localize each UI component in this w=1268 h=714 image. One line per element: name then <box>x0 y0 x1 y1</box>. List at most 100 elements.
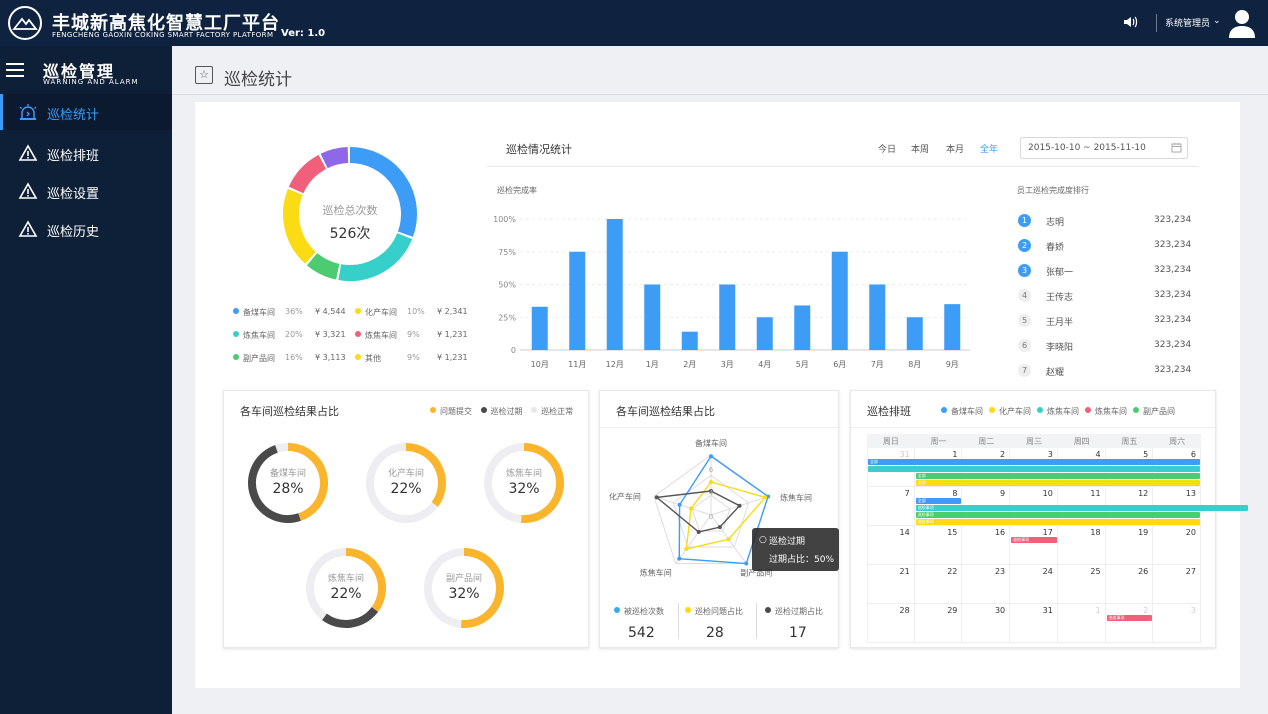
bar[interactable] <box>944 304 961 350</box>
schedule-title: 巡检排班 <box>867 405 911 418</box>
filter-today[interactable]: 今日 <box>878 145 897 155</box>
avatar[interactable] <box>1228 8 1256 41</box>
radar-series[interactable] <box>678 455 769 565</box>
ring-segment-problem[interactable] <box>460 548 504 628</box>
weekday-label: 周四 <box>1073 437 1090 446</box>
calendar-cell[interactable]: 14 <box>867 526 915 565</box>
calendar-cell[interactable]: 6 <box>1153 448 1201 487</box>
ring-segment-expired[interactable] <box>322 606 379 628</box>
schedule-event[interactable]: 巡检事项 <box>1106 615 1153 621</box>
donut-segment[interactable] <box>320 147 349 169</box>
radar-point[interactable] <box>677 502 682 507</box>
calendar-cell[interactable]: 31 <box>1010 604 1058 643</box>
filter-year[interactable]: 全年 <box>980 145 999 155</box>
schedule-event[interactable]: 巡检事项 <box>915 519 1200 525</box>
donut-segment[interactable] <box>283 188 317 264</box>
donut-segment[interactable] <box>349 147 417 237</box>
radar-axis-label: 副产品间 <box>740 568 772 578</box>
radar-point[interactable] <box>717 525 722 530</box>
radar-series[interactable] <box>655 490 741 533</box>
bar[interactable] <box>831 251 848 350</box>
calendar-cell[interactable]: 2 <box>1105 604 1154 643</box>
radar-series[interactable] <box>685 481 767 550</box>
bar[interactable] <box>906 317 923 350</box>
ring-segment-problem[interactable] <box>287 443 328 521</box>
calendar-cell[interactable]: 17 <box>1010 526 1058 565</box>
radar-point[interactable] <box>689 506 694 511</box>
calendar-cell[interactable]: 19 <box>1105 526 1154 565</box>
date-range-input[interactable]: 2015-10-10 ~ 2015-11-10 <box>1020 137 1188 159</box>
weekday-label: 周一 <box>930 437 947 446</box>
calendar-cell[interactable]: 24 <box>1010 565 1058 604</box>
calendar-cell[interactable]: 26 <box>1105 565 1154 604</box>
schedule-event[interactable]: 全部 <box>915 498 962 504</box>
bar[interactable] <box>531 306 548 350</box>
ring-segment-problem[interactable] <box>520 443 564 523</box>
radar-point[interactable] <box>709 480 713 484</box>
calendar-cell[interactable]: 15 <box>914 526 963 565</box>
donut-segment[interactable] <box>338 232 413 281</box>
calendar-cell[interactable]: 1 <box>1057 604 1106 643</box>
schedule-event[interactable]: 巡检事项 <box>915 512 1200 518</box>
calendar-cell[interactable]: 21 <box>867 565 915 604</box>
divider <box>678 603 679 639</box>
user-name[interactable]: 系统管理员 <box>1165 19 1211 29</box>
calendar-icon[interactable] <box>1171 142 1182 156</box>
schedule-event[interactable]: 巡检事项 <box>915 505 1248 511</box>
sidebar-item-label: 巡检统计 <box>47 108 100 123</box>
bar[interactable] <box>569 251 586 350</box>
calendar-cell[interactable]: 25 <box>1057 565 1106 604</box>
radar-point[interactable] <box>684 546 689 551</box>
donut-segment[interactable] <box>288 154 327 194</box>
calendar-cell[interactable]: 23 <box>962 565 1011 604</box>
speaker-icon[interactable] <box>1122 14 1138 33</box>
chevron-down-icon[interactable]: ⌄ <box>1213 16 1221 26</box>
bar[interactable] <box>794 305 811 350</box>
sidebar-item-stats[interactable]: 巡检统计 <box>0 94 172 130</box>
ring-segment-problem[interactable] <box>405 443 446 507</box>
radar-point[interactable] <box>726 537 731 542</box>
schedule-event[interactable]: 全部 <box>868 459 1200 465</box>
calendar-cell[interactable]: 7 <box>867 487 915 526</box>
ring-segment-problem[interactable] <box>345 548 386 612</box>
radar-point[interactable] <box>654 495 659 500</box>
ring-segment-expired[interactable] <box>248 445 301 523</box>
radar-point[interactable] <box>763 495 768 500</box>
radar-point[interactable] <box>696 529 701 534</box>
sidebar-item-settings[interactable]: 巡检设置 <box>0 173 172 209</box>
schedule-event[interactable]: 全部 <box>915 473 1200 479</box>
menu-icon[interactable] <box>6 62 24 81</box>
filter-week[interactable]: 本周 <box>911 145 930 155</box>
schedule-event[interactable] <box>868 466 1200 472</box>
radar-point[interactable] <box>744 561 749 566</box>
bar[interactable] <box>681 331 698 350</box>
donut-segment[interactable] <box>306 252 340 280</box>
sidebar-item-history[interactable]: 巡检历史 <box>0 211 172 247</box>
bar[interactable] <box>644 284 661 351</box>
calendar-cell[interactable]: 22 <box>914 565 963 604</box>
bar[interactable] <box>756 317 773 350</box>
x-tick-label: 8月 <box>908 360 921 369</box>
x-tick-label: 6月 <box>833 360 846 369</box>
calendar-cell[interactable]: 18 <box>1057 526 1106 565</box>
schedule-event[interactable]: 巡检事项 <box>1011 537 1057 543</box>
legend-pct: 20% <box>285 330 303 339</box>
calendar-cell[interactable]: 3 <box>1153 604 1201 643</box>
calendar-cell[interactable]: 16 <box>962 526 1011 565</box>
calendar-cell[interactable]: 28 <box>867 604 915 643</box>
calendar-cell[interactable]: 30 <box>962 604 1011 643</box>
calendar-cell[interactable]: 29 <box>914 604 963 643</box>
filter-month[interactable]: 本月 <box>946 145 965 155</box>
bar[interactable] <box>869 284 886 351</box>
bar[interactable] <box>606 219 623 350</box>
schedule-event[interactable]: 全部 <box>915 480 1200 486</box>
radar-point[interactable] <box>709 454 713 459</box>
sidebar-item-schedule[interactable]: 巡检排班 <box>0 135 172 171</box>
calendar-cell[interactable]: 20 <box>1153 526 1201 565</box>
day-number: 23 <box>994 567 1006 576</box>
radar-point[interactable] <box>709 489 713 493</box>
bar[interactable] <box>719 284 736 351</box>
calendar-cell[interactable]: 27 <box>1153 565 1201 604</box>
radar-point[interactable] <box>677 556 682 561</box>
radar-point[interactable] <box>737 503 742 508</box>
